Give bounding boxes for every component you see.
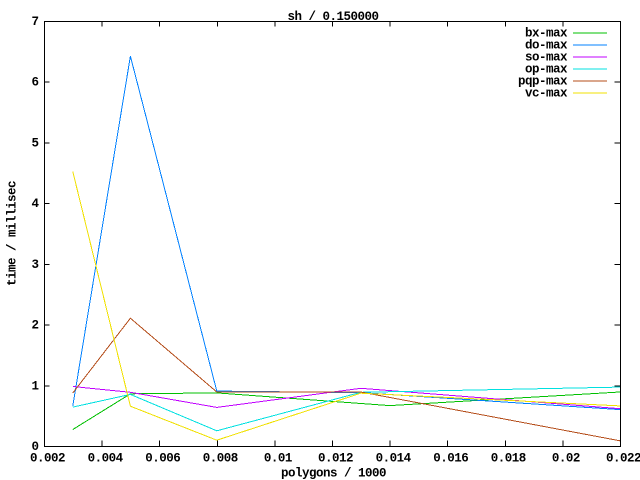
- svg-text:do-max: do-max: [525, 39, 568, 53]
- svg-text:0.016: 0.016: [433, 452, 468, 466]
- svg-text:0.004: 0.004: [88, 452, 124, 466]
- svg-text:bx-max: bx-max: [525, 27, 568, 41]
- svg-text:0.014: 0.014: [376, 452, 412, 466]
- svg-text:op-max: op-max: [525, 63, 568, 77]
- svg-text:vc-max: vc-max: [525, 87, 568, 101]
- svg-text:pqp-max: pqp-max: [518, 75, 568, 89]
- svg-text:0.018: 0.018: [491, 452, 526, 466]
- svg-text:0.02: 0.02: [552, 452, 580, 466]
- svg-text:0.008: 0.008: [203, 452, 238, 466]
- svg-text:sh / 0.150000: sh / 0.150000: [287, 10, 378, 24]
- svg-text:0.012: 0.012: [318, 452, 353, 466]
- svg-text:polygons / 1000: polygons / 1000: [281, 467, 386, 480]
- svg-text:0.002: 0.002: [30, 452, 65, 466]
- svg-text:5: 5: [31, 136, 38, 150]
- svg-text:7: 7: [31, 15, 38, 29]
- svg-text:0.022: 0.022: [606, 452, 640, 466]
- svg-text:time / millisec: time / millisec: [6, 181, 20, 286]
- svg-text:0: 0: [31, 440, 38, 454]
- svg-text:2: 2: [31, 319, 38, 333]
- svg-text:3: 3: [31, 258, 38, 272]
- svg-text:6: 6: [31, 76, 38, 90]
- svg-text:4: 4: [31, 197, 39, 211]
- svg-text:0.01: 0.01: [264, 452, 292, 466]
- svg-text:so-max: so-max: [525, 51, 568, 65]
- svg-text:0.006: 0.006: [145, 452, 180, 466]
- svg-text:1: 1: [31, 379, 38, 393]
